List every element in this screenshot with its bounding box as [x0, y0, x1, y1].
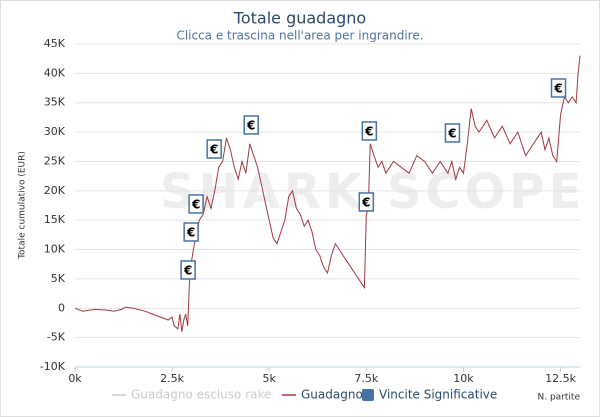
win-flag: €	[180, 260, 196, 280]
win-flag: €	[188, 194, 204, 214]
legend-label: Vincite Significative	[379, 388, 497, 402]
y-tick-label: 45K	[44, 37, 66, 50]
y-tick-label: 25K	[44, 154, 66, 167]
flag-box	[183, 222, 199, 242]
data-line	[74, 55, 581, 332]
flag-box	[188, 194, 204, 214]
x-tick-label: 2.5k	[160, 372, 184, 385]
legend-swatch	[362, 389, 374, 401]
y-tick-label: 10K	[44, 243, 66, 256]
y-tick-label: 35K	[44, 96, 66, 109]
y-axis-label: Totale cumulativo (EUR)	[18, 151, 28, 260]
x-tick-label: 7.5k	[354, 372, 378, 385]
legend-label: Guadagno escluso rake	[131, 388, 271, 402]
flag-symbol: €	[364, 124, 373, 138]
flag-symbol: €	[183, 263, 192, 277]
flag-box	[180, 260, 196, 280]
legend-label: Guadagno	[301, 388, 363, 402]
win-flag: €	[361, 121, 378, 141]
y-tick-label: 0	[58, 301, 65, 314]
flag-box	[243, 115, 259, 135]
y-tick-label: 15K	[44, 213, 66, 226]
y-tick-label: 40K	[44, 66, 66, 79]
win-flag: €	[550, 78, 567, 98]
win-flag: €	[243, 115, 259, 135]
flag-symbol: €	[209, 143, 218, 157]
legend-item: Guadagno escluso rake	[112, 388, 271, 402]
flag-box	[550, 78, 567, 98]
flag-symbol: €	[246, 118, 255, 132]
flag-symbol: €	[361, 195, 370, 209]
x-tick-label: 10k	[453, 372, 474, 385]
flag-box	[206, 139, 222, 159]
y-tick-label: 5K	[51, 272, 66, 285]
y-tick-label: -10K	[40, 360, 66, 373]
flag-symbol: €	[191, 197, 200, 211]
x-axis-label: N. partite	[538, 393, 581, 403]
x-tick-label: 12.5k	[545, 372, 576, 385]
flag-box	[444, 123, 461, 143]
win-flag: €	[444, 123, 461, 143]
y-tick-label: 20K	[44, 184, 66, 197]
legend-item: Vincite Significative	[362, 388, 497, 402]
x-tick-label: 0k	[68, 372, 82, 385]
flag-symbol: €	[447, 126, 456, 140]
chart-title: Totale guadagno	[233, 9, 366, 28]
y-tick-label: -5K	[47, 331, 66, 344]
win-flag: €	[358, 192, 375, 212]
win-flag: €	[206, 139, 222, 159]
flag-symbol: €	[186, 225, 195, 239]
legend-item: Guadagno	[282, 388, 363, 402]
y-tick-label: 30K	[44, 125, 66, 138]
x-tick-label: 5k	[263, 372, 277, 385]
flag-symbol: €	[553, 81, 562, 95]
win-flag: €	[183, 222, 199, 242]
flag-box	[358, 192, 375, 212]
chart-subtitle: Clicca e trascina nell'area per ingrandi…	[176, 29, 423, 43]
flag-box	[361, 121, 378, 141]
